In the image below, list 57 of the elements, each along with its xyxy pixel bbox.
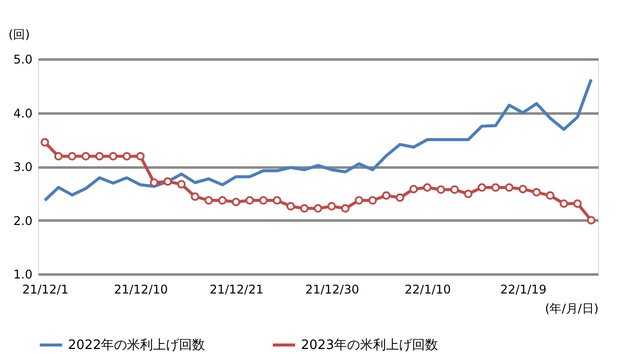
point <box>396 193 404 202</box>
point <box>382 191 391 200</box>
point <box>95 152 104 161</box>
point <box>450 185 459 194</box>
point <box>573 199 582 208</box>
point <box>491 183 500 192</box>
point <box>518 184 528 194</box>
point <box>464 190 472 198</box>
point <box>164 177 172 186</box>
point <box>40 138 50 147</box>
x-axis-title: (年/月/日) <box>545 302 598 316</box>
point <box>341 204 350 213</box>
point <box>286 202 295 211</box>
point <box>245 196 254 205</box>
y-tick-label: 1.0 <box>13 268 32 282</box>
y-tick-label: 2.0 <box>13 214 32 228</box>
y-tick-label: 5.0 <box>13 52 32 66</box>
point <box>546 191 554 200</box>
point <box>136 152 145 161</box>
point <box>108 152 118 161</box>
point <box>300 204 309 213</box>
point <box>314 204 322 213</box>
point <box>560 199 568 208</box>
point <box>150 178 158 187</box>
x-tick-label: 21/12/21 <box>210 282 264 296</box>
point <box>327 202 336 211</box>
x-tick-label: 22/1/10 <box>404 282 451 296</box>
point <box>504 183 514 192</box>
legend-label: 2022年の米利上げ回数 <box>68 338 206 353</box>
point <box>122 152 132 161</box>
point <box>532 188 541 197</box>
x-tick-label: 21/12/30 <box>305 282 360 296</box>
point <box>354 196 364 205</box>
point <box>190 192 200 201</box>
point <box>82 152 90 161</box>
y-tick-label: 3.0 <box>13 160 32 174</box>
x-tick-label: 21/12/1 <box>22 282 68 296</box>
point <box>478 183 486 192</box>
legend-label: 2023年の米利上げ回数 <box>301 338 438 353</box>
point <box>423 183 432 192</box>
y-axis-title: (回) <box>8 28 30 42</box>
point <box>409 184 418 194</box>
point <box>232 198 240 206</box>
x-tick-label: 22/1/19 <box>500 282 547 296</box>
point <box>177 180 186 188</box>
point <box>272 196 282 205</box>
point <box>54 152 63 161</box>
point <box>436 185 446 194</box>
point <box>218 196 227 205</box>
point <box>259 196 268 205</box>
point <box>368 196 377 205</box>
x-tick-label: 21/12/10 <box>114 282 168 296</box>
point <box>586 216 596 224</box>
line-series <box>43 78 593 202</box>
y-tick-label: 4.0 <box>13 106 32 120</box>
point <box>68 152 76 161</box>
point <box>204 196 213 205</box>
